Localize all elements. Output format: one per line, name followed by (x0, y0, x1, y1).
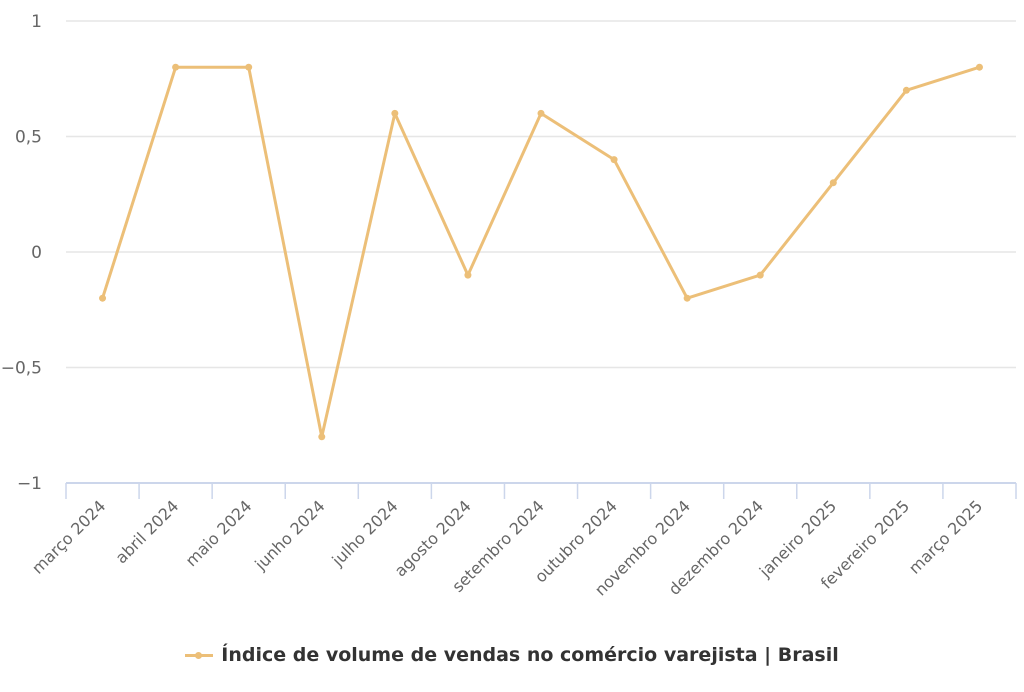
data-point[interactable] (683, 294, 691, 302)
y-tick-label: 0 (31, 243, 42, 263)
data-series[interactable] (99, 63, 983, 441)
legend-item-series[interactable]: Índice de volume de vendas no comércio v… (185, 644, 839, 666)
grid-lines (66, 20, 1016, 369)
data-point[interactable] (610, 156, 618, 164)
data-point[interactable] (464, 271, 472, 279)
data-point[interactable] (245, 63, 253, 71)
y-tick-label: 0,5 (15, 128, 42, 148)
line-chart: 1 0,5 0 −0,5 −1 março 2024 abril 2024 maio 202… (1, 12, 1017, 599)
y-axis-labels: 1 0,5 0 −0,5 −1 (1, 12, 42, 494)
x-tick-label: abril 2024 (112, 496, 183, 567)
y-tick-label: −1 (17, 474, 42, 494)
data-point[interactable] (829, 179, 837, 187)
data-point[interactable] (902, 86, 910, 94)
data-point[interactable] (975, 63, 983, 71)
x-tick-label: maio 2024 (182, 496, 256, 570)
legend: Índice de volume de vendas no comércio v… (0, 644, 1024, 667)
y-tick-label: 1 (31, 12, 42, 32)
data-point[interactable] (99, 294, 107, 302)
line-marker-icon (185, 648, 214, 662)
x-tick-label: junho 2024 (250, 496, 328, 574)
y-tick-label: −0,5 (1, 359, 42, 379)
x-tick-label: março 2024 (28, 496, 109, 577)
data-point[interactable] (537, 109, 545, 117)
data-point[interactable] (391, 109, 399, 117)
x-tick-label: março 2025 (905, 496, 986, 577)
legend-label: Índice de volume de vendas no comércio v… (221, 644, 839, 666)
data-point[interactable] (172, 63, 180, 71)
x-tick-label: julho 2024 (328, 496, 402, 570)
data-point[interactable] (318, 433, 326, 441)
data-point[interactable] (756, 271, 764, 279)
